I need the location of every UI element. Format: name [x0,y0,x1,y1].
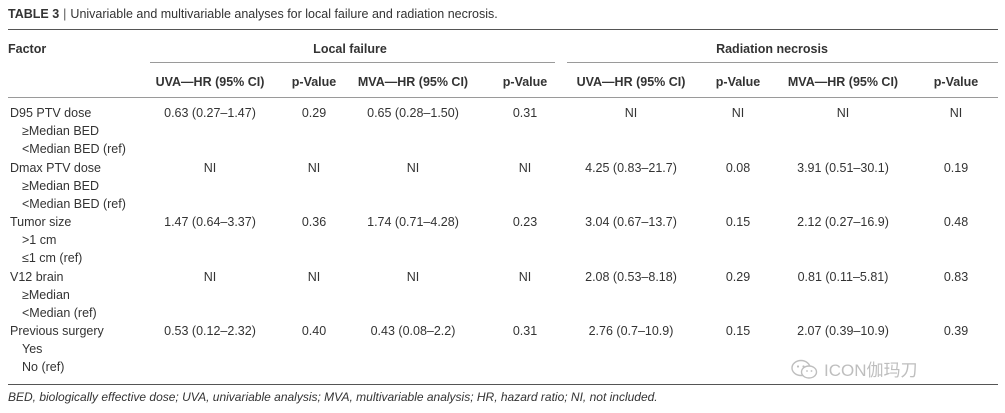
cell-necrosis-uva-p: 0.29 [725,269,751,284]
factor-header: Factor [8,42,47,56]
local-failure-group-rule [150,62,555,63]
row-subcategory: Yes [22,342,43,356]
cell-local-mva-hr: NI [406,160,420,175]
header-rule [8,97,998,98]
necrosis-mva-p-header: p-Value [933,75,979,89]
cell-necrosis-uva-p: 0.15 [725,215,751,229]
cell-necrosis-mva-p: 0.39 [943,324,969,338]
cell-local-mva-hr: 0.43 (0.08–2.2) [370,324,456,338]
cell-local-mva-hr: 1.74 (0.71–4.28) [367,215,459,229]
cell-local-uva-p: NI [307,269,321,284]
cell-necrosis-mva-hr: 3.91 (0.51–30.1) [797,160,889,175]
cell-local-uva-hr: NI [203,160,217,175]
row-subcategory: <Median (ref) [22,305,97,320]
cell-necrosis-uva-hr: 2.76 (0.7–10.9) [588,324,674,338]
row-subcategory: >1 cm [22,233,57,247]
necrosis-uva-hr-header: UVA—HR (95% CI) [576,75,686,89]
local-mva-hr-header: MVA—HR (95% CI) [357,75,469,89]
cell-local-mva-hr: 0.65 (0.28–1.50) [367,106,459,120]
cell-local-mva-p: 0.31 [512,106,538,120]
row-factor: V12 brain [10,269,64,284]
cell-necrosis-uva-hr: NI [624,106,638,120]
cell-local-uva-hr: 1.47 (0.64–3.37) [164,215,256,229]
cell-necrosis-mva-p: 0.19 [943,160,969,175]
row-factor: Tumor size [10,215,72,229]
radiation-necrosis-group-rule [567,62,998,63]
row-subcategory: No (ref) [22,360,65,374]
top-rule [8,29,998,30]
cell-necrosis-uva-p: NI [731,106,745,120]
local-uva-p-header: p-Value [291,75,337,89]
cell-local-uva-p: NI [307,160,321,175]
row-subcategory: ≥Median [22,287,70,302]
table-number: TABLE 3 [8,7,60,21]
wechat-icon [791,359,818,379]
cell-local-uva-p: 0.40 [301,324,327,338]
cell-local-uva-hr: 0.63 (0.27–1.47) [164,106,256,120]
local-uva-hr-header: UVA—HR (95% CI) [155,75,265,89]
cell-necrosis-uva-hr: 3.04 (0.67–13.7) [585,215,677,229]
cell-local-uva-hr: NI [203,269,217,284]
cell-necrosis-mva-hr: 2.12 (0.27–16.9) [797,215,889,229]
cell-local-uva-p: 0.36 [301,215,327,229]
cell-local-mva-p: NI [518,269,532,284]
row-factor: Previous surgery [10,324,104,338]
cell-local-mva-p: NI [518,160,532,175]
table-title: Univariable and multivariable analyses f… [70,7,498,21]
necrosis-uva-p-header: p-Value [715,75,761,89]
cell-necrosis-mva-hr: NI [836,106,850,120]
cell-local-uva-p: 0.29 [301,106,327,120]
row-subcategory: <Median BED (ref) [22,142,126,156]
necrosis-mva-hr-header: MVA—HR (95% CI) [787,75,899,89]
table-caption: TABLE 3 | Univariable and multivariable an… [8,7,498,21]
local-failure-header: Local failure [313,42,387,56]
cell-necrosis-uva-p: 0.15 [725,324,751,338]
watermark: ICON伽玛刀 [790,356,918,381]
radiation-necrosis-header: Radiation necrosis [716,42,828,56]
row-factor: Dmax PTV dose [10,160,102,175]
row-subcategory: ≥Median BED [22,178,100,193]
watermark-text: ICON伽玛刀 [824,361,918,380]
cell-necrosis-mva-p: NI [949,106,963,120]
cell-local-uva-hr: 0.53 (0.12–2.32) [164,324,256,338]
cell-necrosis-uva-hr: 4.25 (0.83–21.7) [585,160,677,175]
row-subcategory: <Median BED (ref) [22,196,126,211]
cell-local-mva-p: 0.31 [512,324,538,338]
caption-separator: | [63,7,67,21]
row-subcategory: ≥Median BED [22,124,100,138]
cell-local-mva-hr: NI [406,269,420,284]
cell-necrosis-mva-p: 0.48 [943,215,969,229]
cell-necrosis-mva-hr: 0.81 (0.11–5.81) [797,269,889,284]
cell-local-mva-p: 0.23 [512,215,538,229]
table-footnote: BED, biologically effective dose; UVA, u… [8,390,658,404]
cell-necrosis-mva-p: 0.83 [943,269,969,284]
local-mva-p-header: p-Value [502,75,548,89]
row-factor: D95 PTV dose [10,106,92,120]
cell-necrosis-mva-hr: 2.07 (0.39–10.9) [797,324,889,338]
cell-necrosis-uva-hr: 2.08 (0.53–8.18) [585,269,677,284]
cell-necrosis-uva-p: 0.08 [725,160,751,175]
bottom-rule [8,384,998,385]
row-subcategory: ≤1 cm (ref) [22,251,83,265]
